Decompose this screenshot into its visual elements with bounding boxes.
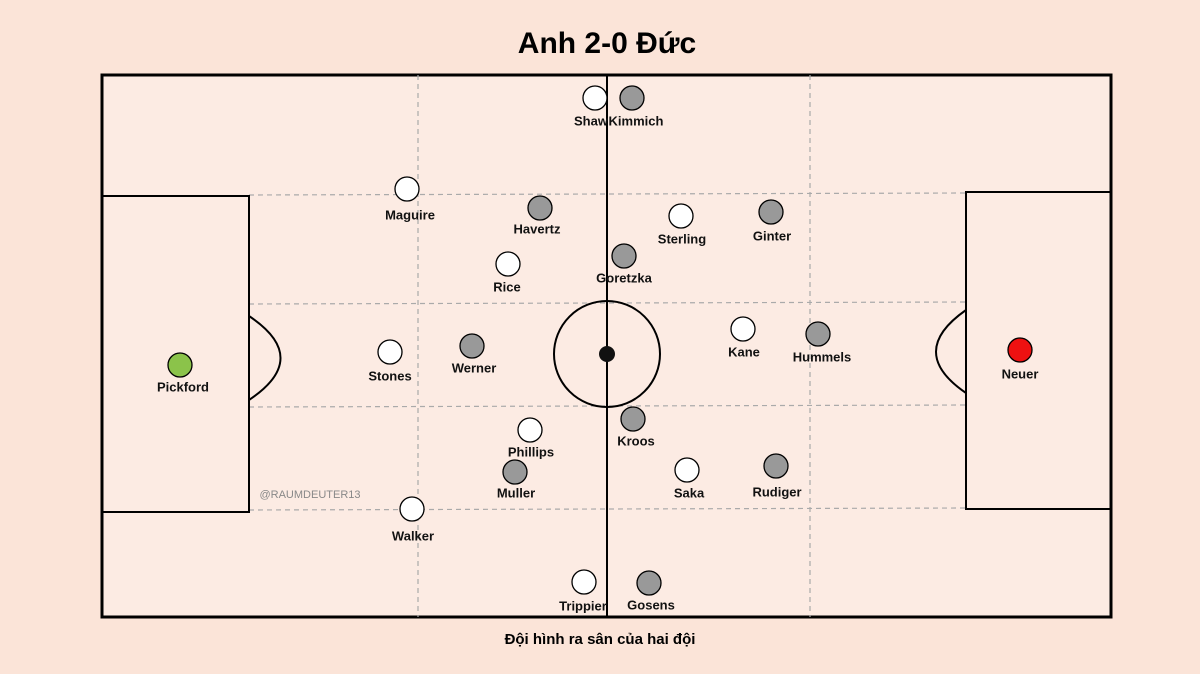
player: Ginter bbox=[753, 199, 791, 243]
player-name: Trippier bbox=[559, 598, 607, 613]
player-name: Werner bbox=[452, 360, 497, 375]
players: Shaw Kimmich Maguire Havertz Sterling Gi… bbox=[157, 85, 1039, 613]
caption: Đội hình ra sân của hai đội bbox=[505, 631, 696, 648]
title: Anh 2-0 Đức bbox=[518, 27, 696, 60]
player-name: Muller bbox=[497, 485, 535, 500]
player: Rice bbox=[493, 251, 521, 294]
player-name: Pickford bbox=[157, 379, 209, 394]
player: Kimmich bbox=[609, 85, 664, 128]
player: Muller bbox=[497, 459, 535, 500]
player-name: Hummels bbox=[793, 349, 852, 364]
player: Phillips bbox=[508, 417, 554, 459]
watermark: @RAUMDEUTER13 bbox=[259, 489, 360, 501]
player-name: Shaw bbox=[574, 113, 609, 128]
player: Werner bbox=[452, 333, 497, 375]
player-name: Gosens bbox=[627, 597, 675, 612]
player-name: Ginter bbox=[753, 228, 791, 243]
player: Havertz bbox=[514, 195, 561, 236]
player-name: Goretzka bbox=[596, 270, 652, 285]
player: Neuer bbox=[1002, 337, 1039, 381]
player: Shaw bbox=[574, 85, 609, 128]
player-name: Havertz bbox=[514, 221, 561, 236]
player-name: Sterling bbox=[658, 231, 706, 246]
player: Kane bbox=[728, 316, 760, 359]
player: Maguire bbox=[385, 176, 435, 222]
player-name: Walker bbox=[392, 528, 434, 543]
player: Gosens bbox=[627, 570, 675, 612]
pitch bbox=[100, 73, 1113, 619]
player: Saka bbox=[674, 457, 705, 500]
player-name: Phillips bbox=[508, 444, 554, 459]
player: Kroos bbox=[617, 406, 655, 448]
player-name: Neuer bbox=[1002, 366, 1039, 381]
player: Hummels bbox=[793, 321, 852, 364]
player-name: Maguire bbox=[385, 207, 435, 222]
player: Stones bbox=[368, 339, 412, 383]
player: Trippier bbox=[559, 569, 607, 613]
player-name: Kimmich bbox=[609, 113, 664, 128]
player-name: Rice bbox=[493, 279, 520, 294]
player-name: Stones bbox=[368, 368, 411, 383]
player: Walker bbox=[392, 496, 434, 543]
player-name: Kroos bbox=[617, 433, 655, 448]
player-name: Rudiger bbox=[752, 484, 801, 499]
player: Goretzka bbox=[596, 243, 653, 285]
player-name: Kane bbox=[728, 344, 760, 359]
player: Pickford bbox=[157, 352, 209, 394]
player: Rudiger bbox=[752, 453, 802, 499]
player-name: Saka bbox=[674, 485, 705, 500]
player: Sterling bbox=[658, 203, 706, 246]
